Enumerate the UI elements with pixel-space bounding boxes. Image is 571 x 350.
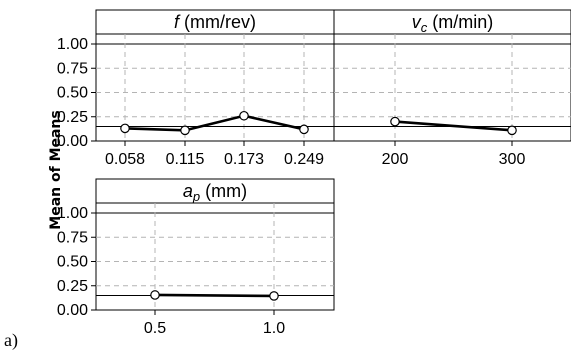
y-tick-label: 0.75 (57, 60, 88, 77)
panel-title: f (mm/rev) (174, 12, 256, 32)
data-point (269, 291, 279, 301)
x-tick-label: 0.173 (224, 151, 264, 168)
panel-2: vc (m/min) 200 300 (333, 9, 571, 168)
panel-title-unit: (mm) (200, 181, 247, 201)
panel-title-subscript: c (421, 20, 428, 35)
x-tick-label: 200 (382, 151, 409, 168)
y-tick-label: 0.75 (57, 229, 88, 246)
panel-title-unit: (m/min) (427, 12, 493, 32)
series-line (124, 114, 305, 132)
panel-title-unit: (mm/rev) (179, 12, 256, 32)
y-tick-label: 0.25 (57, 278, 88, 295)
x-tick-label: 0.058 (105, 151, 145, 168)
y-tick-label: 0.00 (57, 133, 88, 150)
y-tick-label: 0.25 (57, 109, 88, 126)
x-tick-label: 1.0 (263, 320, 285, 337)
panel-1: f (mm/rev) 0.00 0.25 0.50 0.75 1.00 0.058 0.115… (57, 9, 335, 168)
plot-frame (95, 33, 335, 142)
x-tick-label: 0.115 (166, 151, 205, 168)
plot-frame (333, 33, 571, 142)
data-point (507, 125, 517, 136)
data-point (390, 116, 400, 127)
panel-title: ap (mm) (183, 181, 247, 204)
data-point (180, 125, 190, 136)
series-line (394, 120, 513, 132)
plot-area: f (mm/rev) 0.00 0.25 0.50 0.75 1.00 0.058 0.115… (57, 9, 571, 337)
data-point (120, 123, 130, 134)
y-tick-label: 1.00 (57, 205, 88, 222)
data-point (150, 290, 160, 300)
panel-title-variable: a (183, 181, 193, 201)
panel-title: vc (m/min) (412, 12, 494, 35)
figure-panel-label: a) (4, 330, 18, 350)
y-tick-label: 1.00 (57, 36, 88, 53)
panel-3: ap (mm) 0.00 0.25 0.50 0.75 1.00 0.5 1.0 (57, 178, 335, 337)
plot-frame (95, 202, 335, 311)
x-tick-label: 0.5 (144, 320, 166, 337)
x-tick-label: 300 (499, 151, 526, 168)
x-tick-label: 0.249 (284, 151, 324, 168)
data-point (299, 124, 309, 135)
panel-title-variable: f (174, 12, 181, 32)
y-tick-label: 0.50 (57, 85, 88, 102)
y-tick-label: 0.50 (57, 254, 88, 271)
series-line (154, 293, 275, 298)
y-axis-label: Mean of Means (48, 110, 64, 229)
data-point (239, 110, 249, 121)
y-tick-label: 0.00 (57, 302, 88, 319)
panel-title-variable: v (412, 12, 422, 32)
panel-title-subscript: p (192, 189, 200, 204)
